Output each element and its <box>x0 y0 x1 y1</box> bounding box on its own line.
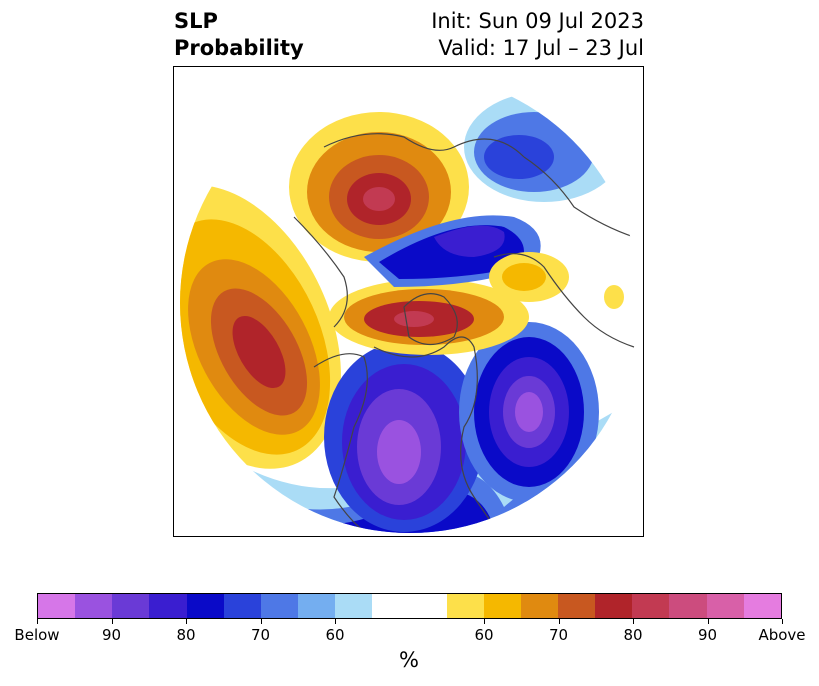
colorbar-tick-mark <box>633 619 634 624</box>
colorbar-segment <box>669 594 707 618</box>
colorbar-segment <box>595 594 633 618</box>
colorbar-tick-mark <box>558 619 560 624</box>
map-canvas <box>180 73 640 533</box>
atlantic-below-region <box>459 322 599 502</box>
colorbar-segment <box>223 594 261 618</box>
colorbar-segment <box>38 594 76 618</box>
colorbar-tick-label: 70 <box>250 626 271 644</box>
colorbar-tick-label: 80 <box>176 626 196 644</box>
colorbar-segment <box>557 594 596 618</box>
probability-map <box>173 66 644 537</box>
colorbar-tick-label: 60 <box>325 626 345 644</box>
colorbar-segment <box>297 594 336 618</box>
east-asia-below-region <box>464 92 624 202</box>
colorbar-tick-mark <box>260 619 262 624</box>
colorbar-tick-label: 90 <box>101 626 122 644</box>
colorbar-segment <box>520 594 558 618</box>
colorbar-tick-mark <box>186 619 187 624</box>
colorbar-tick-mark <box>37 619 38 624</box>
europe-above-region <box>489 252 624 309</box>
map-title-right: Init: Sun 09 Jul 2023 Valid: 17 Jul – 23… <box>431 8 644 62</box>
colorbar-tick-mark <box>782 619 783 624</box>
colorbar <box>37 593 782 619</box>
colorbar-segment <box>75 594 113 618</box>
colorbar-tick-mark <box>484 619 485 624</box>
colorbar-segment <box>743 594 781 618</box>
colorbar-tick-label: 90 <box>697 626 718 644</box>
north-america-below-region <box>324 342 484 532</box>
colorbar-tick-label: 80 <box>623 626 643 644</box>
siberia-above-region <box>289 112 469 262</box>
colorbar-segment <box>186 594 224 618</box>
colorbar-segment <box>372 594 410 618</box>
title-variable: SLP <box>174 9 218 33</box>
greenland-above-region <box>329 279 529 355</box>
map-title-left: SLP Probability <box>174 8 304 62</box>
valid-range: Valid: 17 Jul – 23 Jul <box>438 36 644 60</box>
colorbar-tick-label: 60 <box>474 626 494 644</box>
colorbar-segment <box>260 594 298 618</box>
title-type: Probability <box>174 36 304 60</box>
colorbar-tick-label: Below <box>14 626 60 644</box>
colorbar-tick-label: Above <box>758 626 806 644</box>
coastlines <box>293 133 635 533</box>
init-date: Init: Sun 09 Jul 2023 <box>431 9 644 33</box>
colorbar-segment <box>706 594 744 618</box>
colorbar-segment <box>632 594 670 618</box>
colorbar-tick-mark <box>707 619 709 624</box>
colorbar-tick-label: 70 <box>548 626 569 644</box>
colorbar-tick-mark <box>335 619 336 624</box>
colorbar-tick-mark <box>111 619 113 624</box>
colorbar-segment <box>446 594 484 618</box>
colorbar-unit: % <box>399 648 419 672</box>
colorbar-segment <box>409 594 447 618</box>
colorbar-segment <box>149 594 187 618</box>
colorbar-segment <box>112 594 150 618</box>
colorbar-segment <box>483 594 521 618</box>
colorbar-segment <box>335 594 373 618</box>
